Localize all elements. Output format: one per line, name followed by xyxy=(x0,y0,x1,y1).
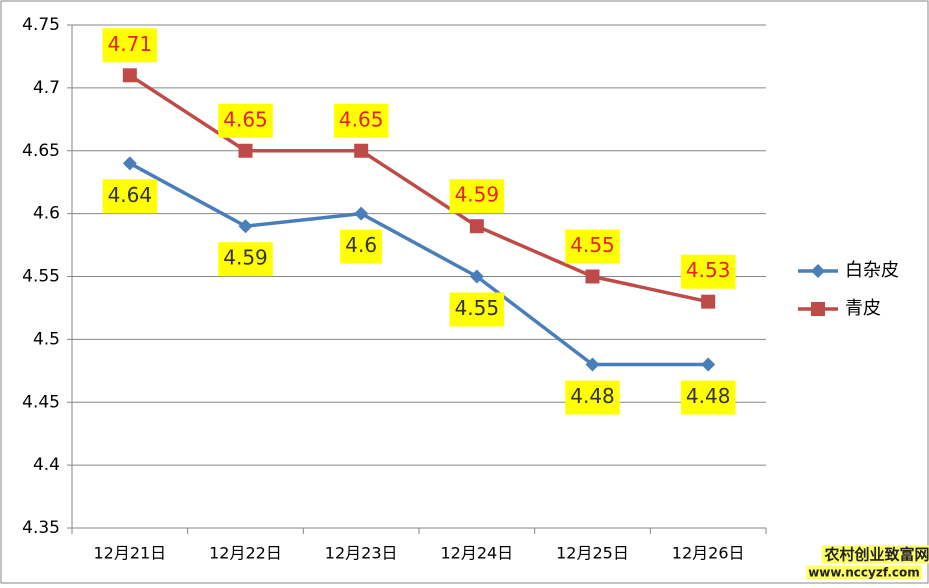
x-tick-label: 12月23日 xyxy=(325,544,398,563)
marker xyxy=(469,269,484,284)
data-label: 4.59 xyxy=(455,183,500,207)
marker xyxy=(354,206,369,221)
label-background xyxy=(102,179,158,214)
data-label: 4.65 xyxy=(223,107,268,131)
marker xyxy=(122,68,137,83)
marker xyxy=(811,264,825,278)
data-label: 4.6 xyxy=(345,233,377,257)
watermark: 农村创业致富网 xyxy=(823,546,929,564)
legend-item: 青皮 xyxy=(798,298,881,319)
data-label: 4.55 xyxy=(455,296,500,320)
label-background xyxy=(565,229,620,264)
marker xyxy=(701,294,716,309)
data-label: 4.59 xyxy=(223,246,268,270)
marker xyxy=(238,219,253,234)
y-tick-label: 4.75 xyxy=(22,15,60,35)
x-tick-label: 12月25日 xyxy=(556,544,629,563)
x-tick-label: 12月22日 xyxy=(209,544,282,563)
marker xyxy=(811,302,825,316)
marker xyxy=(585,269,600,284)
watermark-background xyxy=(821,545,929,564)
data-label: 4.65 xyxy=(339,107,384,131)
marker xyxy=(122,156,137,171)
label-background xyxy=(449,179,505,214)
series-line xyxy=(128,161,709,367)
label-background xyxy=(680,254,736,289)
watermark: www.nccyzf.com xyxy=(808,566,920,580)
series: 4.64 4.59 4.6 4.55 4.48 4.48 xyxy=(102,156,736,415)
y-tick-label: 4.45 xyxy=(22,392,60,412)
data-label: 4.55 xyxy=(570,233,615,257)
marker xyxy=(238,143,253,158)
label-background xyxy=(218,242,273,277)
label-background xyxy=(340,229,383,264)
data-label: 4.64 xyxy=(108,183,153,207)
label-background xyxy=(102,28,158,63)
marker xyxy=(585,357,600,372)
series: 4.71 4.65 4.65 4.59 4.55 4.53 xyxy=(102,28,736,309)
series-line xyxy=(128,73,709,304)
label-background xyxy=(680,380,736,415)
y-tick-label: 4.5 xyxy=(33,329,60,349)
legend-label: 青皮 xyxy=(845,298,881,319)
y-tick-label: 4.6 xyxy=(33,204,60,224)
y-tick-label: 4.4 xyxy=(33,455,60,475)
y-tick-label: 4.35 xyxy=(22,518,60,538)
label-background xyxy=(333,103,389,138)
label-background xyxy=(449,292,505,327)
data-label: 4.48 xyxy=(686,384,731,408)
data-label: 4.71 xyxy=(108,32,153,56)
x-tick-label: 12月24日 xyxy=(440,544,513,563)
y-tick-label: 4.55 xyxy=(22,267,60,287)
watermark-background xyxy=(806,565,922,580)
y-tick-label: 4.7 xyxy=(33,78,60,98)
label-background xyxy=(218,103,273,138)
y-tick-label: 4.65 xyxy=(22,141,60,161)
marker xyxy=(701,357,716,372)
marker xyxy=(469,219,484,234)
x-tick-label: 12月21日 xyxy=(93,544,166,563)
x-tick-label: 12月26日 xyxy=(672,544,745,563)
marker xyxy=(354,143,369,158)
data-label: 4.53 xyxy=(686,258,731,282)
legend-label: 白杂皮 xyxy=(845,260,899,281)
legend-item: 白杂皮 xyxy=(798,260,899,281)
label-background xyxy=(565,380,620,415)
data-label: 4.48 xyxy=(570,384,615,408)
